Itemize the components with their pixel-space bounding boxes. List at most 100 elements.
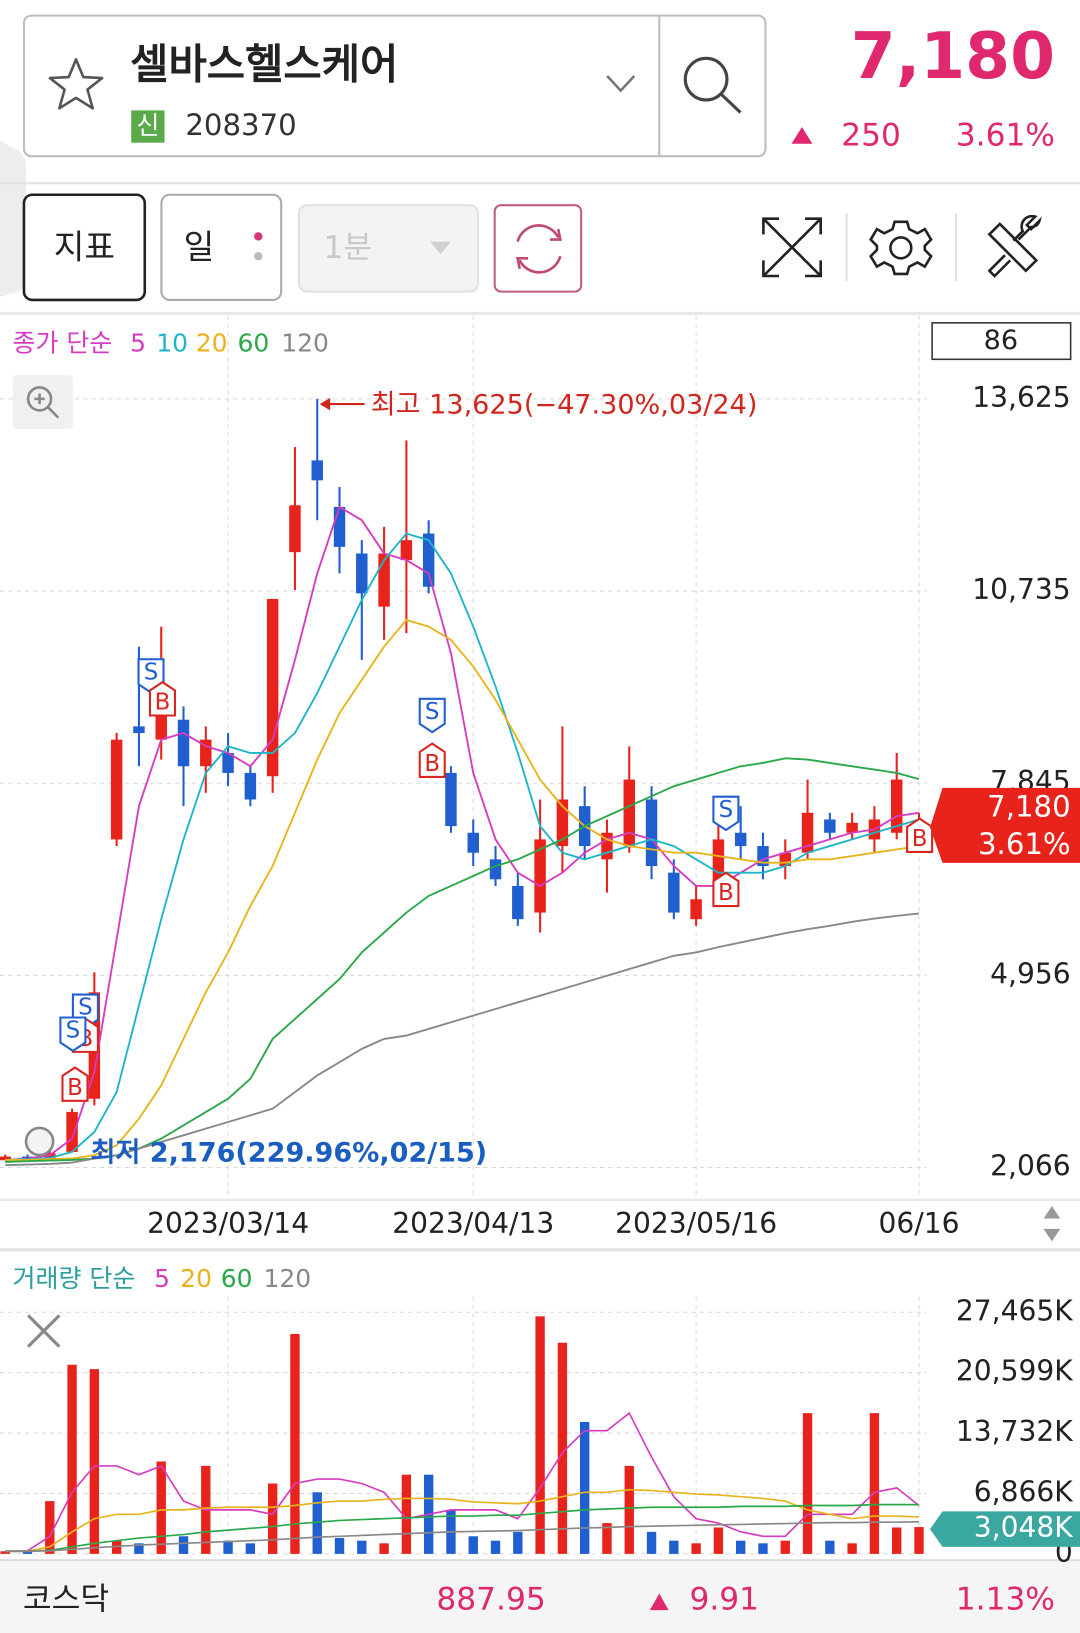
- candle-body: [177, 719, 190, 767]
- volume-bar: [557, 1342, 568, 1554]
- volume-bar: [535, 1316, 545, 1554]
- side-tab[interactable]: [0, 140, 27, 297]
- ma-line: [5, 505, 920, 1161]
- volume-bar: [223, 1540, 233, 1554]
- price-change: 250: [841, 117, 901, 153]
- price-badge-value: 7,180: [987, 790, 1070, 824]
- candle-body: [601, 832, 613, 860]
- candle-body: [556, 799, 569, 847]
- zoom-out-icon[interactable]: [24, 1126, 55, 1157]
- volume-bar: [914, 1527, 924, 1554]
- ma-line: [5, 912, 920, 1167]
- candle-body: [489, 859, 502, 880]
- volume-bar: [758, 1543, 768, 1554]
- search-box[interactable]: [22, 14, 767, 158]
- interval-select[interactable]: [297, 204, 480, 293]
- x-tick-label: 2023/04/13: [392, 1207, 554, 1240]
- candle-body: [400, 540, 413, 561]
- zoom-button[interactable]: [12, 374, 73, 430]
- index-change: 9.91: [689, 1582, 759, 1618]
- signal-label: S: [144, 659, 159, 685]
- ma-line: [5, 532, 920, 1161]
- volume-bar: [290, 1333, 300, 1554]
- candle-body: [801, 812, 814, 853]
- zoom-icon: [34, 393, 60, 419]
- interval-label: 1분: [324, 230, 373, 266]
- volume-bar: [691, 1543, 701, 1554]
- candle-body: [512, 885, 524, 920]
- market-badge: [131, 110, 165, 143]
- candle-body: [467, 832, 479, 853]
- candle-body: [266, 598, 279, 777]
- y-tick-label: 6,866K: [974, 1475, 1074, 1508]
- candle-body: [222, 752, 234, 773]
- ma-line: [5, 1520, 920, 1553]
- index-change-percent: 1.13%: [956, 1582, 1055, 1618]
- candle-body: [623, 779, 635, 847]
- volume-bar: [334, 1538, 345, 1554]
- stock-name: 셀바스헬스케어: [130, 40, 398, 89]
- change-percent: 3.61%: [956, 117, 1055, 153]
- volume-bar: [0, 1551, 10, 1554]
- candle-body: [779, 852, 791, 867]
- candle-body: [21, 1156, 34, 1159]
- candle-body: [757, 846, 769, 867]
- candle-body: [445, 772, 457, 827]
- up-triangle: [791, 127, 813, 144]
- x-tick-label: 06/16: [878, 1207, 959, 1240]
- ma-line: [5, 1488, 920, 1553]
- volume-bar: [602, 1523, 612, 1554]
- legend-entry: 60: [237, 329, 269, 358]
- search-icon[interactable]: [683, 56, 729, 102]
- counter: 86: [984, 325, 1018, 356]
- signal-label: S: [78, 995, 93, 1021]
- candle-body: [356, 553, 368, 594]
- refresh-button[interactable]: [493, 204, 583, 293]
- tools-icon[interactable]: [987, 214, 1042, 278]
- volume-bar: [513, 1531, 523, 1554]
- candle-body: [0, 1156, 11, 1161]
- signal-label: B: [912, 826, 928, 852]
- dropdown-icon[interactable]: [606, 75, 636, 93]
- scroll-arrows[interactable]: [1043, 1206, 1061, 1242]
- ma-line: [5, 757, 920, 1163]
- y-tick-label: 20,599K: [956, 1355, 1074, 1388]
- volume-bar: [45, 1501, 55, 1554]
- candle-body: [311, 460, 323, 481]
- close-icon[interactable]: [27, 1314, 61, 1348]
- volume-bar: [245, 1543, 256, 1554]
- candle-body: [244, 772, 257, 800]
- indicator-button[interactable]: [22, 193, 147, 302]
- fullscreen-icon[interactable]: [762, 217, 822, 278]
- y-tick-label: 4,956: [990, 957, 1070, 990]
- signal-marker: [148, 680, 177, 717]
- candle-body: [155, 713, 167, 740]
- y-tick-label: 13,625: [972, 381, 1070, 414]
- volume-bar: [22, 1550, 33, 1554]
- volume-bar: [178, 1536, 189, 1554]
- volume-bar: [89, 1369, 100, 1554]
- signal-label: B: [155, 689, 171, 715]
- period-button[interactable]: [160, 193, 283, 301]
- candle-body: [712, 839, 725, 893]
- volume-bar: [802, 1413, 813, 1554]
- price-badge-change: 3.61%: [978, 827, 1071, 861]
- candle-body: [645, 799, 658, 867]
- y-tick-label: 10,735: [972, 573, 1070, 606]
- settings-icon[interactable]: [869, 220, 933, 276]
- stock-code: 208370: [185, 108, 296, 142]
- volume-bar: [401, 1474, 412, 1554]
- legend-title: 거래량 단순: [12, 1264, 135, 1293]
- annotation-arrow-head: [319, 397, 331, 411]
- footer-bar: [0, 1560, 1080, 1633]
- star-icon[interactable]: [48, 58, 104, 110]
- annotation-high: 최고 13,625(−47.30%,03/24): [371, 390, 758, 421]
- volume-bar: [357, 1540, 367, 1554]
- legend-entry: 60: [221, 1264, 253, 1293]
- index-value: 887.95: [436, 1582, 545, 1618]
- ma-line: [5, 1503, 919, 1553]
- candle-body: [846, 822, 858, 833]
- volume-bar: [869, 1413, 880, 1554]
